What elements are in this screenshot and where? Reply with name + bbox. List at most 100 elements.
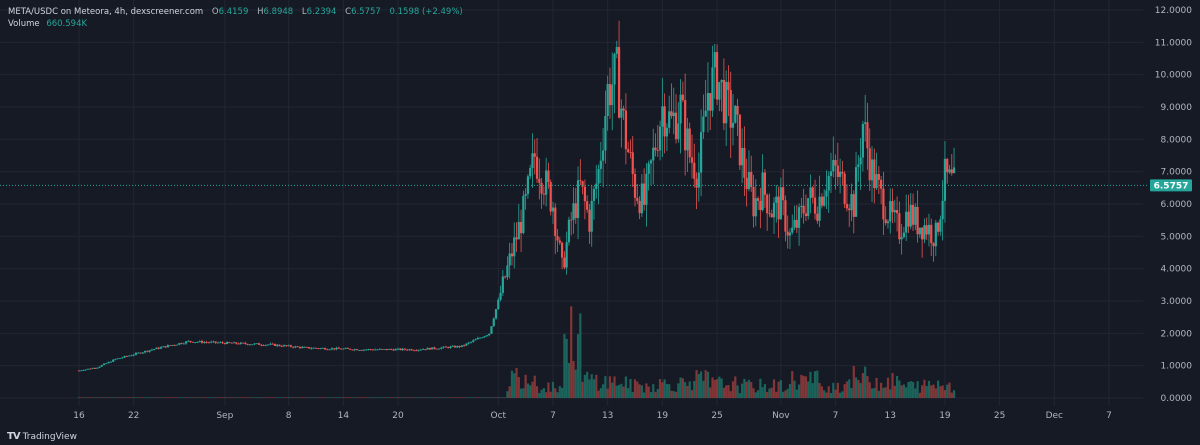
volume-bar (663, 379, 666, 398)
volume-bar (602, 384, 605, 398)
candle-body (918, 227, 921, 235)
candle-body (317, 348, 320, 350)
candle-body (410, 349, 413, 351)
volume-bar (228, 397, 231, 398)
candle-body (312, 347, 315, 349)
candle-body (308, 347, 311, 349)
candle-body (939, 219, 942, 232)
candle-body (845, 203, 849, 209)
candle-body (426, 347, 429, 350)
volume-bar (788, 383, 792, 398)
volume-bar (946, 384, 949, 398)
volume-bar (551, 381, 555, 398)
volume-bar (262, 397, 265, 398)
volume-bar (845, 381, 849, 398)
candle-body (214, 341, 217, 343)
volume-bar (939, 386, 942, 398)
candle-body (157, 347, 160, 349)
volume-bar (271, 397, 274, 398)
volume-bar (725, 385, 728, 398)
candle-body (788, 232, 792, 236)
volume-bar (779, 380, 782, 398)
candle-body (720, 79, 723, 83)
volume-bar (278, 397, 281, 398)
volume-bar (526, 383, 530, 398)
volume-bar (378, 397, 381, 398)
volume-bar (702, 380, 705, 398)
volume-bar (255, 397, 258, 398)
candle-body (330, 348, 334, 350)
candle-body (105, 363, 108, 364)
candle-body (697, 172, 700, 188)
price-candles (77, 20, 956, 372)
volume-bar (706, 371, 710, 398)
candle-body (782, 187, 785, 201)
candle-body (861, 123, 864, 158)
volume-bar (654, 391, 657, 398)
tradingview-branding[interactable]: TV TradingView (7, 431, 77, 442)
volume-bar (763, 384, 767, 398)
volume-bar (775, 391, 778, 398)
volume-bar (166, 397, 169, 398)
volume-bar (709, 387, 712, 398)
candle-body (750, 171, 753, 188)
candle-body (328, 349, 331, 351)
candle-body (736, 105, 739, 115)
volume-bar (187, 397, 190, 398)
volume-bar (399, 397, 402, 398)
candle-body (401, 348, 404, 351)
candle-body (112, 359, 115, 362)
candle-body (766, 194, 769, 214)
volume-bar (873, 387, 876, 398)
volume-bar (627, 388, 630, 398)
volume-bar (328, 397, 331, 398)
x-tick-label: Nov (772, 411, 790, 421)
volume-bar (230, 397, 233, 398)
candle-body (848, 208, 851, 211)
candle-body (385, 349, 388, 350)
candle-body (540, 182, 543, 194)
tradingview-logo-icon: TV (7, 431, 21, 442)
volume-bar (216, 397, 220, 398)
close-key: C (345, 7, 352, 17)
volume-bar (877, 390, 880, 398)
candle-body (916, 206, 919, 235)
candle-body (244, 342, 247, 344)
candle-body (948, 169, 951, 173)
volume-bar (952, 390, 956, 398)
candle-body (638, 200, 641, 214)
volume-bar (294, 397, 297, 398)
volume-bar (661, 382, 664, 398)
candle-body (718, 82, 721, 100)
candle-body (435, 348, 438, 350)
volume-bar (670, 390, 673, 398)
candle-body (643, 183, 646, 205)
volume-bar (882, 387, 885, 398)
volume-bar (80, 397, 83, 398)
volume-bar (460, 397, 463, 398)
candle-body (784, 200, 787, 232)
candle-body (907, 211, 910, 227)
volume-bar (365, 397, 368, 398)
candle-body (490, 326, 493, 334)
volume-bar (786, 388, 789, 398)
candle-body (421, 349, 425, 351)
volume-bar (795, 389, 798, 398)
volume-bar (219, 397, 222, 398)
volume-bar (684, 382, 687, 398)
candle-body (834, 159, 837, 166)
candle-body (180, 343, 183, 344)
volume-bar (711, 377, 714, 398)
candle-body (663, 106, 666, 137)
y-tick-label: 3.0000 (1161, 297, 1193, 307)
candle-body (558, 240, 561, 243)
candle-body (517, 221, 520, 240)
candle-body (936, 222, 940, 232)
volume-bar (109, 397, 113, 398)
candle-body (415, 350, 418, 352)
candle-body (262, 345, 265, 346)
volume-bar (864, 366, 867, 398)
candle-body (576, 180, 580, 219)
candle-body (326, 349, 329, 351)
